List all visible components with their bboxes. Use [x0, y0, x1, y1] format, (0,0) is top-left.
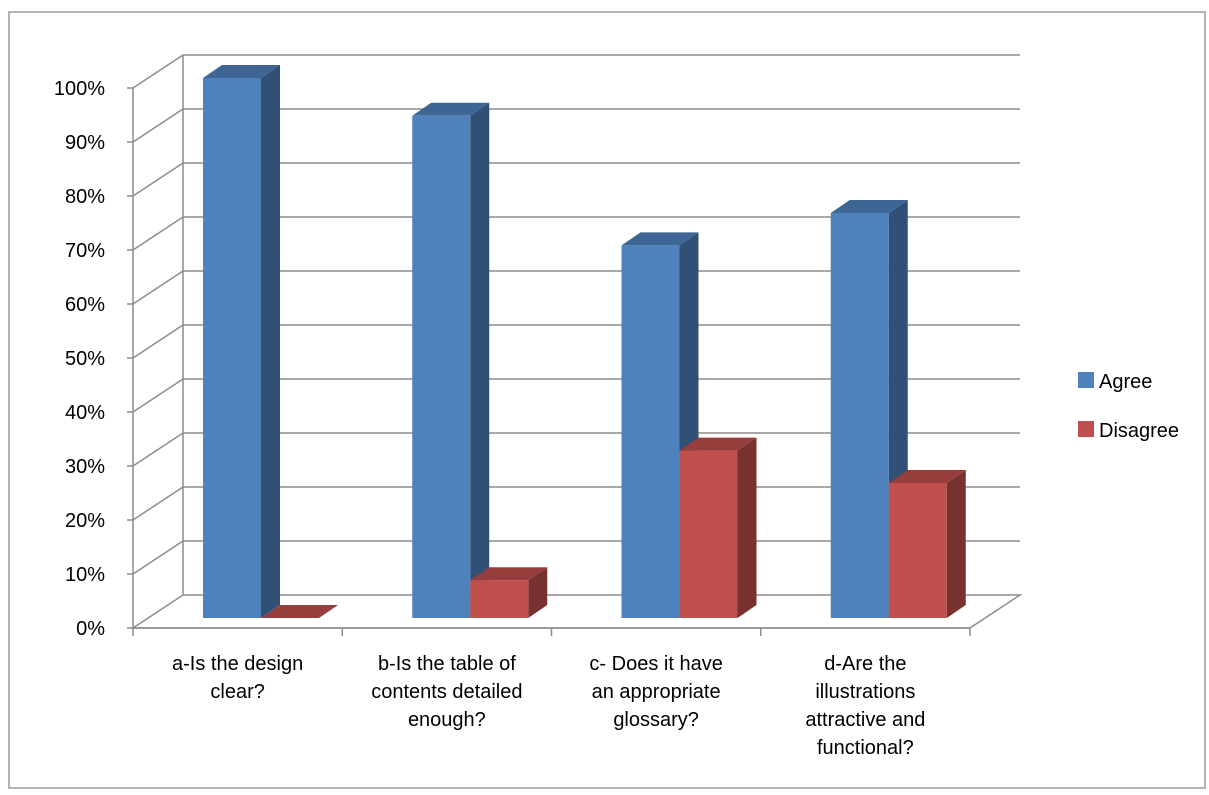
bar-top-face: [830, 200, 908, 213]
y-tick-label: 40%: [65, 402, 105, 424]
bar-front-face: [470, 580, 529, 618]
legend-swatch-agree: [1078, 372, 1094, 388]
bar-front-face: [203, 78, 261, 618]
x-category-label-line: illustrations: [815, 681, 915, 703]
x-category-label-line: an appropriate: [592, 681, 721, 703]
x-category-label-line: attractive and: [805, 709, 925, 731]
side-wall-gridline: [132, 54, 184, 89]
legend-label-agree: Agree: [1099, 371, 1152, 393]
bar-top-face: [412, 102, 490, 116]
x-category-label: b-Is the table of contents detailed enough…: [371, 653, 522, 731]
y-tick-label: 10%: [65, 564, 105, 586]
bar-top-face: [261, 605, 338, 618]
bar-front-face: [621, 245, 680, 618]
x-category-label-line: clear?: [210, 681, 264, 703]
bar-side-face: [946, 470, 966, 618]
side-wall-gridline: [132, 378, 184, 413]
y-tick-label: 80%: [65, 186, 105, 208]
bar-disagree-3: [679, 437, 757, 618]
legend-swatch-disagree: [1078, 421, 1094, 437]
bar-top-face: [679, 437, 757, 451]
x-category-label-line: b-Is the table of: [378, 653, 516, 675]
bar-front-face: [888, 483, 947, 618]
bar-front-face: [412, 115, 471, 619]
side-wall-gridline: [132, 486, 184, 521]
x-category-label: a-Is the design clear?: [172, 653, 303, 703]
side-wall-gridline: [132, 432, 184, 467]
bar-disagree-2: [470, 567, 548, 618]
bar-disagree-1: [261, 605, 338, 618]
x-category-label-line: enough?: [408, 709, 486, 731]
y-tick-label: 60%: [65, 294, 105, 316]
bar-front-face: [830, 213, 889, 618]
bar-side-face: [528, 567, 548, 618]
bar-front-face: [679, 450, 738, 618]
bar-agree-1: [203, 65, 280, 618]
y-tick-label: 50%: [65, 348, 105, 370]
y-tick-label: 20%: [65, 510, 105, 532]
side-wall-gridline: [132, 108, 184, 143]
side-wall-gridline: [132, 540, 184, 575]
bar-agree-2: [412, 102, 490, 619]
bar-side-face: [261, 65, 280, 618]
side-wall-gridline: [132, 324, 184, 359]
y-tick-label: 100%: [54, 78, 105, 100]
x-category-label-line: a-Is the design: [172, 653, 303, 675]
bar-side-face: [470, 102, 490, 619]
y-tick-label: 30%: [65, 456, 105, 478]
bar-top-face: [621, 232, 699, 246]
bar-top-face: [888, 470, 966, 483]
side-wall-gridline: [132, 216, 184, 251]
x-category-label-line: functional?: [817, 737, 914, 759]
y-tick-label: 0%: [76, 618, 105, 640]
axis-layer: 0% 10% 20% 30% 40% 50% 60% 70% 80% 90% 100%: [54, 78, 971, 640]
bar-top-face: [203, 65, 280, 78]
x-category-label-line: c- Does it have: [589, 653, 722, 675]
legend-label-disagree: Disagree: [1099, 420, 1179, 442]
bar-disagree-4: [888, 470, 966, 618]
x-category-label-line: contents detailed: [371, 681, 522, 703]
side-wall-gridline: [132, 162, 184, 197]
bars-layer: [203, 65, 966, 619]
x-category-label-line: glossary?: [613, 709, 699, 731]
legend: Agree Disagree: [1078, 371, 1179, 442]
y-tick-label: 90%: [65, 132, 105, 154]
bar-side-face: [737, 437, 757, 618]
x-labels-layer: a-Is the design clear? b-Is the table of co…: [172, 653, 925, 759]
side-wall-gridline: [132, 270, 184, 305]
x-category-label: d-Are the illustrations attractive and func…: [805, 653, 925, 759]
bar-top-face: [470, 567, 548, 581]
x-category-label: c- Does it have an appropriate glossary?: [589, 653, 722, 731]
x-category-label-line: d-Are the: [824, 653, 906, 675]
y-tick-label: 70%: [65, 240, 105, 262]
